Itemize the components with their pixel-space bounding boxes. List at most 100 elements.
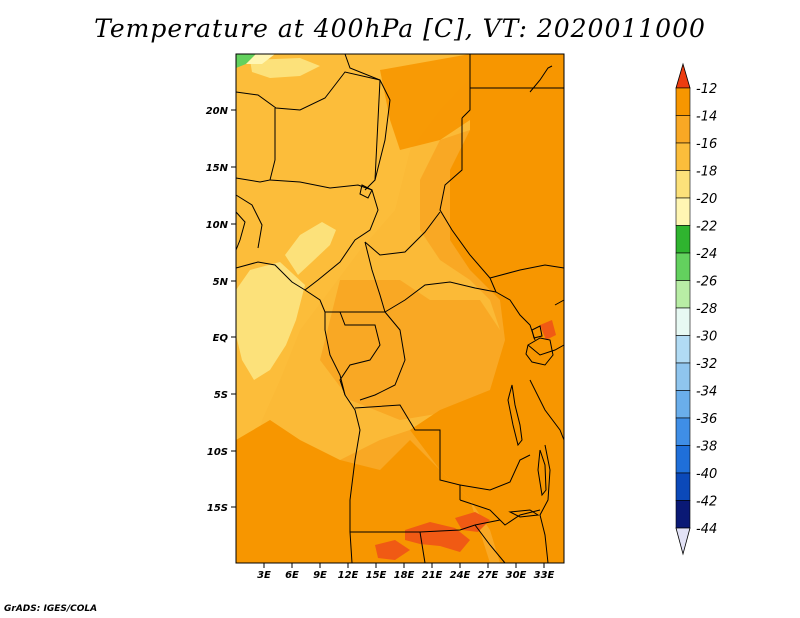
- border-niger-chad: [364, 79, 381, 191]
- border-drc-congo: [359, 311, 406, 401]
- temp-band-minus24-corner: [236, 54, 256, 68]
- colorbar-box: [675, 115, 691, 144]
- lat-label-15s: 15S: [207, 503, 228, 514]
- colorbar-box: [675, 197, 691, 226]
- border-mali-niger: [235, 108, 276, 183]
- colorbar-box: [675, 252, 691, 281]
- colorbar-box: [675, 417, 691, 446]
- lake-kariba: [508, 509, 540, 518]
- colorbar-label: -14: [696, 110, 717, 125]
- colorbar-box: [675, 170, 691, 199]
- grads-credit: GrADS: IGES/COLA: [4, 604, 98, 614]
- colorbar-label: -34: [696, 385, 717, 400]
- lon-label-24e: 24E: [450, 570, 471, 581]
- lon-label-33e: 33E: [534, 570, 555, 581]
- colorbar-label: -30: [696, 330, 717, 345]
- lon-label-3e: 3E: [257, 570, 271, 581]
- colorbar-box: [675, 307, 691, 336]
- colorbar-box: [675, 142, 691, 171]
- border-zambia-zimbabwe: [459, 499, 541, 526]
- temp-band-minus22-corner: [246, 54, 275, 64]
- colorbar-box: [675, 500, 691, 529]
- border-nigeria-cameroon: [304, 189, 379, 291]
- lon-label-15e: 15E: [366, 570, 387, 581]
- temp-band-minus20-to-minus18-west: [236, 262, 305, 380]
- colorbar-label: -26: [696, 275, 717, 290]
- colorbar-label: -32: [696, 357, 717, 372]
- colorbar-bottom-arrow: [675, 527, 691, 556]
- colorbar-label: -12: [696, 82, 717, 97]
- lon-label-27e: 27E: [478, 570, 499, 581]
- map-frame: [235, 53, 565, 564]
- temp-band-minus12-south-3: [375, 540, 410, 560]
- temp-band-minus12-south-2: [455, 512, 490, 532]
- border-chad-car: [364, 211, 441, 256]
- border-namibia-botswana: [419, 531, 426, 564]
- colorbar-label: -38: [696, 440, 717, 455]
- colorbar-label: -22: [696, 220, 717, 235]
- lake-east-small: [531, 325, 543, 339]
- colorbar-label: -24: [696, 247, 717, 262]
- lon-label-21e: 21E: [422, 570, 443, 581]
- colorbar-label: -28: [696, 302, 717, 317]
- lat-label-eq: EQ: [213, 333, 229, 344]
- border-east-1: [527, 344, 565, 356]
- temp-band-minus20-to-minus18-nigeria: [285, 222, 336, 275]
- colorbar-label: -42: [696, 495, 717, 510]
- border-drc-zambia: [459, 454, 531, 491]
- lon-label-30e: 30E: [506, 570, 527, 581]
- border-libya-niger: [344, 53, 391, 181]
- colorbar-box: [675, 390, 691, 419]
- border-cameroon-car: [364, 241, 386, 313]
- temp-band-minus14-east: [410, 54, 564, 563]
- colorbar-label: -18: [696, 165, 717, 180]
- colorbar-label: -20: [696, 192, 717, 207]
- lat-axis: 20N 15N 10N 5N EQ 5S 10S 15S: [206, 106, 236, 514]
- temp-band-minus20-to-minus18-north: [250, 58, 320, 78]
- border-kenya: [554, 299, 565, 306]
- colorbar-label: -44: [696, 522, 717, 537]
- lat-label-5n: 5N: [213, 277, 229, 288]
- colorbar-box: [675, 335, 691, 364]
- lake-victoria: [525, 337, 554, 366]
- border-niger-nigeria: [269, 179, 373, 191]
- lake-chad: [359, 184, 373, 199]
- lon-label-18e: 18E: [394, 570, 415, 581]
- lon-label-9e: 9E: [313, 570, 327, 581]
- colorbar-label: -40: [696, 467, 717, 482]
- border-chad-sudan: [439, 118, 497, 293]
- lon-axis: 3E 6E 9E 12E 15E 18E 21E 24E 27E 30E 33E: [257, 563, 555, 581]
- red-sea-coast: [529, 65, 553, 93]
- coastline-west-africa: [235, 261, 361, 564]
- colorbar-box: [675, 472, 691, 501]
- colorbar-label: -36: [696, 412, 717, 427]
- colorbar-box: [675, 362, 691, 391]
- lon-label-6e: 6E: [285, 570, 299, 581]
- lat-label-15n: 15N: [206, 163, 229, 174]
- map-panel: 20N 15N 10N 5N EQ 5S 10S 15S 3E 6E 9E 12…: [206, 53, 565, 581]
- lon-label-12e: 12E: [338, 570, 359, 581]
- lat-label-20n: 20N: [206, 106, 229, 117]
- country-borders: [235, 53, 565, 564]
- border-libya-egypt: [461, 54, 471, 119]
- temp-band-minus14-northeast: [380, 54, 470, 150]
- chart-title: Temperature at 400hPa [C], VT: 202001100…: [94, 14, 706, 43]
- colorbar: -12 -14 -16 -18 -20 -22 -24 -26 -28 -30 -32 -34 -36 -…: [675, 62, 717, 556]
- temp-band-minus12-south: [405, 522, 470, 552]
- border-mozambique: [539, 444, 551, 564]
- border-sudan-ssudan: [489, 264, 565, 279]
- border-congo-gabon: [339, 311, 381, 396]
- temp-band-minus12-east: [540, 320, 556, 340]
- lat-label-5s: 5S: [214, 390, 228, 401]
- colorbar-box: [675, 225, 691, 254]
- border-algeria-mali: [235, 71, 381, 111]
- border-tanzania: [529, 379, 565, 441]
- colorbar-box: [675, 87, 691, 116]
- temp-band-central: [320, 280, 500, 420]
- lat-label-10s: 10S: [207, 447, 228, 458]
- border-car-drc: [384, 281, 497, 313]
- lake-malawi: [537, 449, 547, 497]
- colorbar-label: -16: [696, 137, 717, 152]
- colorbar-box: [675, 445, 691, 474]
